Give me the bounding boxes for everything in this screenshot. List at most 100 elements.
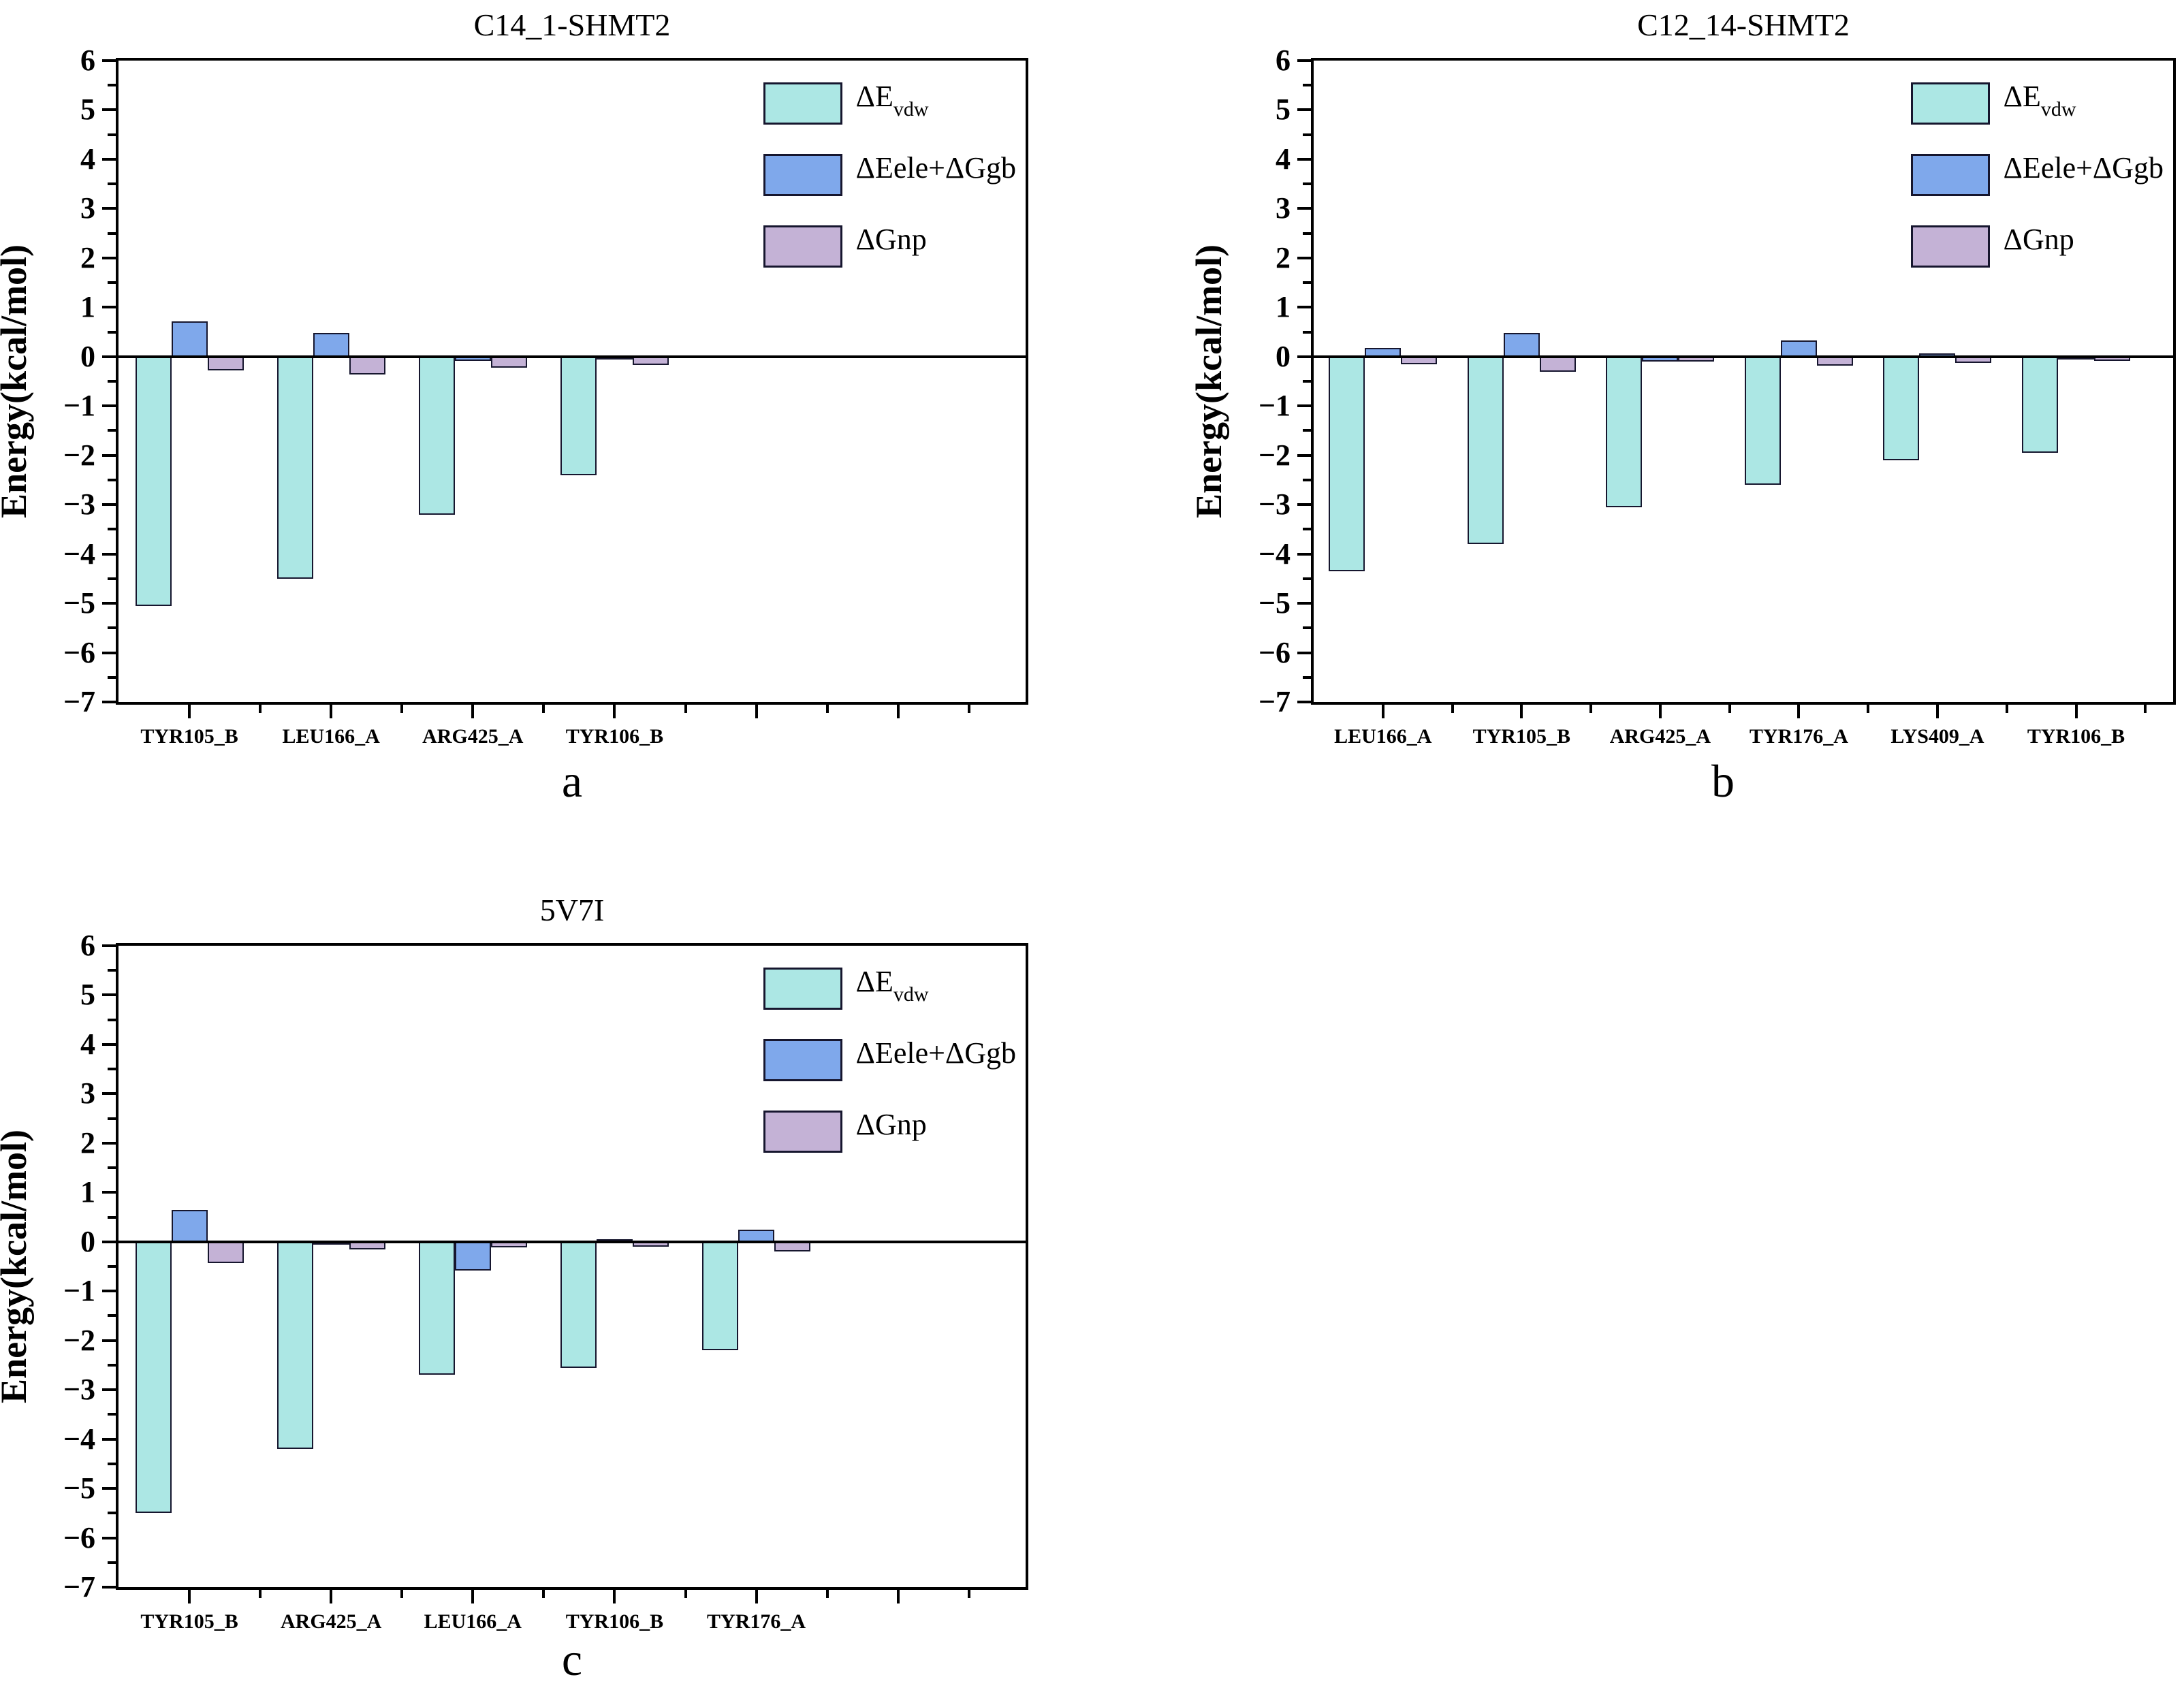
y-tick-major	[102, 993, 116, 997]
y-tick-label: 3	[80, 191, 95, 225]
legend-swatch-np	[1910, 225, 1990, 268]
y-tick-minor	[1303, 380, 1311, 383]
y-tick-major	[102, 602, 116, 605]
y-tick-major	[102, 701, 116, 703]
bar-np	[490, 356, 527, 368]
y-tick-major	[102, 404, 116, 408]
y-tick-label: 3	[80, 1076, 95, 1111]
bar-ele	[171, 1209, 208, 1242]
x-category-label: ARG425_A	[1609, 725, 1711, 748]
y-tick-major	[102, 453, 116, 457]
legend-label-main: ΔEele+ΔGgb	[855, 151, 1016, 185]
x-category-label: TYR105_B	[140, 1610, 238, 1633]
y-tick-minor	[108, 182, 116, 186]
legend: ΔEvdw ΔEele+ΔGgb ΔGnp	[1910, 76, 2164, 290]
y-tick-label: −1	[1258, 389, 1291, 423]
y-tick-major	[102, 1092, 116, 1096]
bar-vdw	[560, 1241, 597, 1368]
x-category-label: LEU166_A	[424, 1610, 522, 1633]
x-tick-minor	[1728, 705, 1731, 713]
legend-label-main: ΔE	[855, 965, 893, 998]
y-axis-label: Energy(kcal/mol)	[0, 1130, 34, 1403]
plot-area: ΔEvdw ΔEele+ΔGgb ΔGnp	[116, 943, 1028, 1590]
x-tick-minor	[684, 1590, 687, 1598]
legend-swatch-np	[763, 1110, 842, 1153]
x-tick-minor	[1451, 705, 1454, 713]
y-tick-major	[102, 651, 116, 654]
y-tick-major	[102, 1042, 116, 1046]
y-tick-label: −7	[63, 1570, 95, 1603]
x-tick-major	[1797, 705, 1801, 718]
y-tick-major	[102, 503, 116, 507]
y-tick-minor	[108, 84, 116, 87]
bar-vdw	[135, 356, 172, 606]
y-tick-major	[1297, 602, 1311, 605]
y-tick-minor	[1303, 133, 1311, 136]
legend-row: ΔEvdw	[763, 76, 1016, 131]
x-tick-minor	[967, 705, 970, 713]
x-tick-major	[2074, 705, 2078, 718]
bar-vdw	[276, 1241, 313, 1450]
y-tick-major	[102, 1290, 116, 1293]
legend: ΔEvdw ΔEele+ΔGgb ΔGnp	[763, 961, 1016, 1175]
y-tick-minor	[108, 1215, 116, 1219]
y-tick-minor	[1303, 626, 1311, 630]
y-tick-minor	[1303, 84, 1311, 87]
y-tick-label: −4	[1258, 537, 1291, 571]
x-category-label: TYR105_B	[1472, 725, 1570, 748]
y-tick-label: −2	[63, 1323, 95, 1357]
x-tick-major	[330, 705, 333, 718]
x-tick-minor	[2005, 705, 2008, 713]
x-category-label: ARG425_A	[422, 725, 524, 748]
y-tick-minor	[108, 1018, 116, 1021]
x-tick-minor	[259, 1590, 262, 1598]
y-tick-major	[1297, 552, 1311, 556]
y-tick-label: −6	[63, 1520, 95, 1554]
chart-caption: b	[1711, 755, 1735, 807]
bar-np	[774, 1241, 811, 1252]
bar-np	[349, 356, 385, 374]
x-category-label: TYR176_A	[1749, 725, 1848, 748]
y-tick-minor	[108, 1068, 116, 1071]
y-tick-label: −7	[63, 685, 95, 718]
y-tick-major	[102, 108, 116, 112]
legend-row: ΔEvdw	[763, 961, 1016, 1016]
y-tick-label: −3	[63, 488, 95, 522]
y-tick-minor	[1303, 182, 1311, 186]
bar-vdw	[276, 356, 313, 579]
zero-line	[1314, 355, 2173, 358]
bar-vdw	[702, 1241, 739, 1351]
bar-np	[1539, 356, 1576, 372]
x-tick-major	[1935, 705, 1939, 718]
y-tick-minor	[108, 133, 116, 136]
y-tick-major	[102, 1191, 116, 1194]
legend-row: ΔEele+ΔGgb	[1910, 147, 2164, 202]
y-tick-major	[1297, 503, 1311, 507]
y-tick-minor	[108, 1117, 116, 1120]
chart-title: C14_1-SHMT2	[473, 7, 671, 42]
bar-vdw	[418, 1241, 455, 1375]
y-tick-minor	[108, 232, 116, 235]
y-tick-label: 4	[80, 1027, 95, 1061]
y-tick-label: −2	[1258, 438, 1291, 472]
bar-ele	[313, 332, 349, 357]
y-tick-major	[1297, 404, 1311, 408]
y-tick-label: 1	[80, 1175, 95, 1209]
x-tick-minor	[1867, 705, 1870, 713]
y-tick-label: −7	[1258, 685, 1291, 718]
bar-vdw	[1329, 356, 1365, 571]
y-tick-minor	[108, 1166, 116, 1170]
legend-label-main: ΔGnp	[2003, 223, 2074, 256]
chart-caption: c	[561, 1633, 583, 1685]
y-tick-label: 6	[1276, 44, 1291, 77]
x-tick-major	[755, 1590, 758, 1603]
x-category-label: TYR106_B	[2027, 725, 2125, 748]
y-tick-label: 1	[80, 290, 95, 324]
y-tick-minor	[108, 969, 116, 972]
legend-label: ΔEvdw	[856, 961, 929, 1016]
x-tick-minor	[259, 705, 262, 713]
x-tick-major	[613, 705, 616, 718]
x-tick-major	[613, 1590, 616, 1603]
y-tick-major	[102, 1437, 116, 1441]
y-tick-major	[102, 1536, 116, 1539]
